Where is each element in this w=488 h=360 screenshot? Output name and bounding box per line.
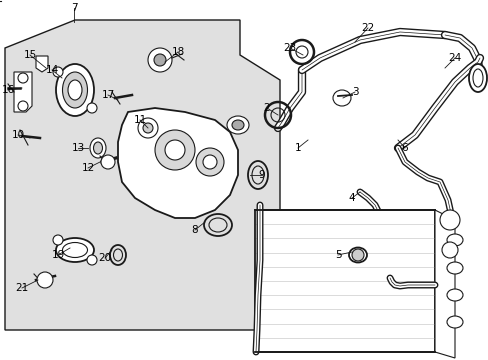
Ellipse shape	[446, 234, 462, 246]
Text: 13: 13	[71, 143, 84, 153]
Ellipse shape	[56, 238, 94, 262]
Ellipse shape	[56, 64, 94, 116]
Text: 16: 16	[1, 85, 15, 95]
Text: 23: 23	[283, 43, 296, 53]
Circle shape	[18, 73, 28, 83]
Circle shape	[155, 130, 195, 170]
Text: 12: 12	[81, 163, 95, 173]
Ellipse shape	[68, 80, 82, 100]
Text: 11: 11	[133, 115, 146, 125]
Ellipse shape	[332, 90, 350, 106]
Ellipse shape	[62, 243, 87, 257]
Text: 17: 17	[101, 90, 114, 100]
Text: 14: 14	[45, 65, 59, 75]
Ellipse shape	[93, 142, 102, 154]
Polygon shape	[434, 210, 454, 358]
Circle shape	[439, 210, 459, 230]
Circle shape	[101, 155, 115, 169]
Text: 6: 6	[401, 143, 407, 153]
Text: 22: 22	[361, 23, 374, 33]
Text: 1: 1	[294, 143, 301, 153]
Circle shape	[196, 148, 224, 176]
Ellipse shape	[446, 316, 462, 328]
Ellipse shape	[468, 64, 486, 92]
Polygon shape	[14, 72, 32, 112]
Circle shape	[53, 235, 63, 245]
Circle shape	[53, 67, 63, 77]
Text: 7: 7	[71, 3, 77, 13]
Circle shape	[87, 103, 97, 113]
Circle shape	[164, 140, 184, 160]
Circle shape	[441, 242, 457, 258]
Ellipse shape	[446, 289, 462, 301]
Circle shape	[203, 155, 217, 169]
Circle shape	[148, 48, 172, 72]
Text: 20: 20	[98, 253, 111, 263]
Ellipse shape	[348, 248, 366, 262]
Text: 4: 4	[348, 193, 355, 203]
Circle shape	[87, 255, 97, 265]
Text: 2: 2	[263, 103, 270, 113]
Text: 19: 19	[51, 250, 64, 260]
Text: 10: 10	[11, 130, 24, 140]
Text: 9: 9	[258, 170, 265, 180]
Ellipse shape	[231, 120, 244, 130]
Circle shape	[37, 272, 53, 288]
Circle shape	[154, 54, 165, 66]
Circle shape	[138, 118, 158, 138]
Text: 8: 8	[191, 225, 198, 235]
Polygon shape	[5, 20, 280, 330]
Polygon shape	[254, 210, 434, 352]
Text: 15: 15	[23, 50, 37, 60]
Circle shape	[142, 123, 153, 133]
Ellipse shape	[446, 262, 462, 274]
Ellipse shape	[90, 138, 106, 158]
Text: 5: 5	[334, 250, 341, 260]
Ellipse shape	[62, 72, 87, 108]
Text: 18: 18	[171, 47, 184, 57]
Circle shape	[18, 101, 28, 111]
Text: 24: 24	[447, 53, 461, 63]
Ellipse shape	[226, 116, 248, 134]
Polygon shape	[118, 108, 238, 218]
Circle shape	[351, 249, 363, 261]
Ellipse shape	[472, 69, 482, 87]
Text: 3: 3	[351, 87, 358, 97]
Polygon shape	[36, 56, 48, 72]
Text: 21: 21	[15, 283, 29, 293]
